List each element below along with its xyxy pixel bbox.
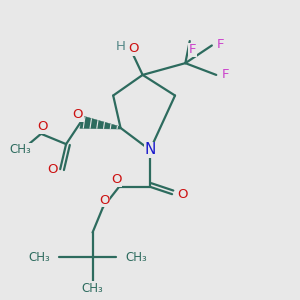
Text: CH₃: CH₃: [82, 282, 104, 295]
Text: O: O: [73, 108, 83, 121]
Text: CH₃: CH₃: [125, 251, 147, 264]
Text: O: O: [99, 194, 110, 207]
Text: F: F: [217, 38, 224, 50]
Text: O: O: [48, 163, 58, 176]
Text: O: O: [37, 120, 48, 133]
Text: F: F: [221, 68, 229, 81]
Text: O: O: [129, 42, 139, 55]
Text: F: F: [189, 44, 196, 56]
Text: O: O: [111, 173, 122, 186]
Text: N: N: [144, 142, 156, 158]
Text: H: H: [116, 40, 125, 53]
Text: CH₃: CH₃: [10, 143, 31, 157]
Text: O: O: [177, 188, 188, 201]
Polygon shape: [80, 116, 121, 129]
Text: CH₃: CH₃: [28, 251, 50, 264]
